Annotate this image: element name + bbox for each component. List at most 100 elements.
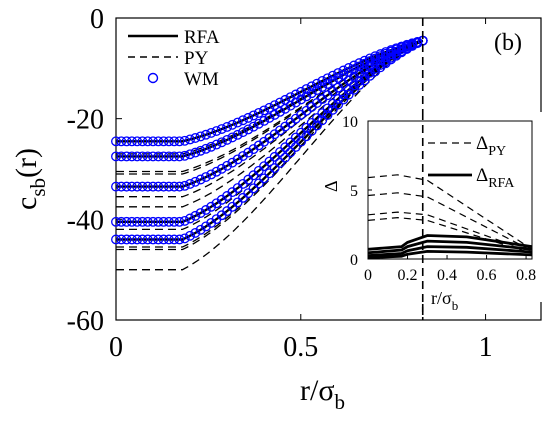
wm-marker [222, 134, 233, 145]
wm-marker [142, 136, 153, 147]
wm-marker [174, 216, 185, 227]
wm-marker [142, 151, 153, 162]
delta-py-curve [367, 211, 533, 253]
wm-marker [126, 136, 137, 147]
py-curve [116, 39, 423, 175]
wm-marker [185, 134, 195, 145]
wm-marker [274, 106, 285, 117]
wm-marker [174, 151, 185, 162]
wm-marker [111, 181, 121, 192]
wm-marker [211, 139, 222, 150]
wm-marker [301, 131, 312, 142]
wm-marker [179, 135, 190, 146]
wm-marker [195, 174, 206, 185]
inset-tick-labels: 0 0.2 0.4 0.6 0.8 0 5 10 [342, 114, 536, 284]
wm-marker [121, 234, 132, 245]
wm-marker [116, 216, 127, 227]
wm-marker [137, 216, 148, 227]
wm-marker [158, 181, 169, 192]
wm-marker [364, 61, 375, 72]
delta-py-curve [367, 192, 533, 252]
inset-x-tick-label: 0.8 [516, 267, 536, 284]
main-legend: RFA PY WM [128, 27, 220, 90]
wm-marker [333, 72, 344, 83]
wm-marker [169, 234, 180, 245]
wm-marker [380, 52, 391, 63]
inset-legend-label-rfa-sub: RFA [488, 176, 515, 191]
wm-marker [396, 47, 407, 58]
inset-x-tick-label: 0.2 [398, 267, 418, 284]
wm-marker [259, 105, 270, 116]
wm-marker [132, 151, 143, 162]
wm-marker [158, 151, 169, 162]
wm-marker [153, 234, 164, 245]
main-y-axis-label-suffix: (r) [10, 148, 43, 178]
wm-marker [121, 181, 132, 192]
wm-marker [222, 122, 233, 132]
wm-marker [126, 181, 137, 192]
inset-y-axis-label: Δ [321, 180, 341, 192]
wm-marker [264, 102, 275, 113]
wm-marker [137, 234, 148, 245]
main-y-tick-label: -40 [67, 205, 104, 236]
wm-marker [349, 60, 359, 71]
wm-marker [185, 213, 195, 224]
py-curve [116, 40, 424, 271]
wm-marker [322, 110, 333, 120]
wm-marker [200, 172, 211, 183]
wm-marker [169, 151, 180, 162]
wm-marker [206, 169, 217, 180]
wm-marker [243, 124, 254, 135]
wm-marker [401, 44, 412, 54]
wm-marker [343, 89, 354, 100]
wm-marker [153, 151, 164, 162]
wm-marker [227, 132, 238, 143]
wm-marker [222, 160, 233, 171]
wm-marker [354, 58, 365, 69]
wm-marker [206, 127, 217, 138]
wm-marker [179, 180, 190, 191]
wm-marker [169, 181, 180, 192]
wm-marker [111, 234, 121, 245]
wm-marker [142, 234, 153, 245]
wm-marker [338, 65, 349, 76]
wm-marker [274, 97, 285, 108]
wm-marker [259, 115, 270, 126]
inset-y-tick-label: 0 [350, 252, 358, 269]
wm-marker [216, 163, 227, 174]
wm-marker [195, 145, 206, 156]
wm-marker [206, 201, 217, 212]
legend-label-rfa: RFA [184, 27, 220, 48]
wm-marker [375, 55, 386, 66]
main-x-tick-label: 0.5 [283, 332, 318, 363]
wm-marker [232, 154, 243, 165]
legend-marker-wm [147, 72, 159, 84]
wm-marker [259, 173, 270, 184]
wm-marker [216, 124, 227, 134]
wm-marker [269, 100, 280, 111]
wm-marker [169, 216, 180, 227]
inset-legend-label-rfa-text: Δ [476, 165, 488, 186]
wm-marker [338, 94, 349, 105]
wm-marker [269, 163, 280, 174]
wm-marker [211, 126, 222, 136]
legend-label-py: PY [184, 48, 209, 69]
wm-marker [132, 234, 143, 245]
wm-marker [195, 224, 206, 235]
wm-marker [132, 136, 143, 147]
wm-marker [137, 181, 148, 192]
wm-marker [364, 56, 375, 67]
wm-marker [253, 107, 264, 118]
wm-marker [126, 151, 137, 162]
wm-marker [158, 234, 169, 245]
wm-marker [174, 234, 185, 245]
wm-marker [248, 183, 259, 194]
wm-marker [290, 97, 301, 108]
wm-marker [132, 216, 143, 227]
wm-marker [232, 129, 243, 140]
wm-marker [296, 94, 307, 105]
wm-marker [190, 210, 201, 221]
inset-legend-label-rfa: ΔRFA [476, 165, 515, 191]
wm-marker [126, 234, 137, 245]
wm-marker [322, 73, 333, 84]
